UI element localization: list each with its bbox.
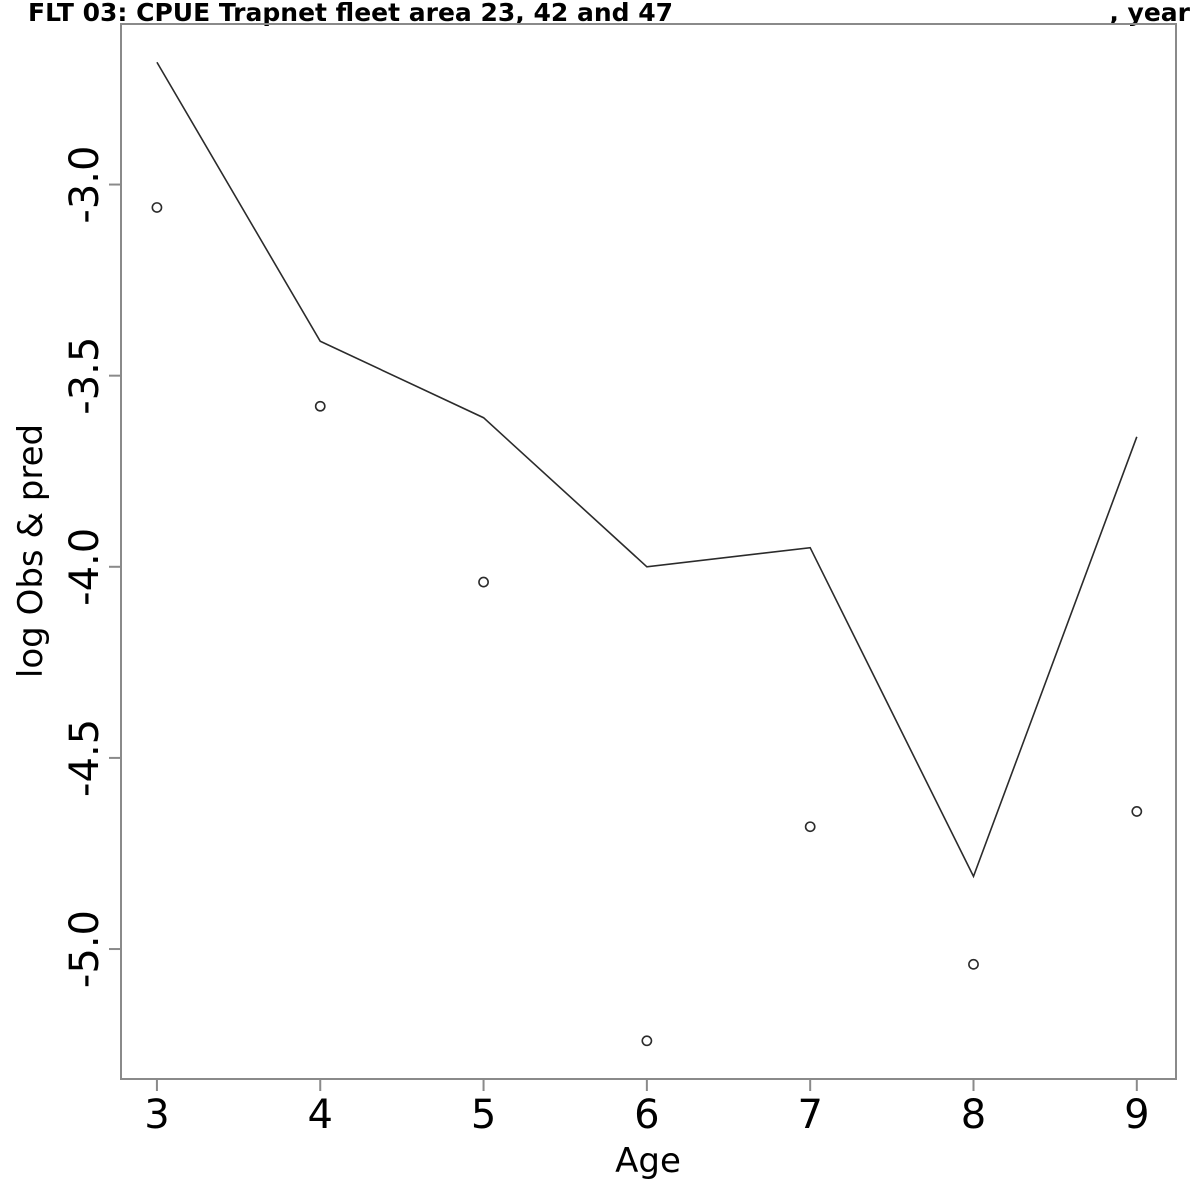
observed-points-series	[151, 202, 1143, 1047]
x-tick-label: 7	[797, 1092, 822, 1138]
y-tick-label: -3.5	[62, 337, 108, 415]
chart-title: FLT 03: CPUE Trapnet fleet area 23, 42 a…	[28, 0, 673, 27]
observed-point-marker	[804, 821, 816, 833]
x-tick-label: 6	[634, 1092, 659, 1138]
observed-point-marker	[151, 202, 163, 213]
observed-point-marker	[641, 1035, 653, 1047]
x-tick-label: 4	[308, 1092, 333, 1138]
y-axis-ticks: -3.0 -3.5 -4.0 -4.5 -5.0	[62, 146, 121, 988]
y-tick-label: -5.0	[62, 910, 108, 988]
x-tick-label: 3	[144, 1092, 169, 1138]
observed-point-marker	[1131, 806, 1143, 817]
plot-frame	[120, 23, 1177, 1080]
y-axis-label: log Obs & pred	[11, 424, 51, 678]
x-tick-label: 9	[1124, 1092, 1149, 1138]
y-tick-label: -4.5	[62, 719, 108, 797]
observed-point-marker	[478, 576, 489, 588]
x-axis-label: Age	[615, 1141, 681, 1181]
chart-title-year-suffix: , year	[1109, 0, 1190, 27]
y-tick-label: -3.0	[62, 146, 108, 224]
predicted-line-series	[156, 61, 1138, 879]
observed-point-marker	[314, 400, 326, 412]
x-axis-ticks: 3 4 5 6 7 8 9	[144, 1079, 1150, 1138]
observed-point-marker	[968, 958, 979, 970]
data-series-layer	[151, 61, 1143, 1047]
y-tick-label: -4.0	[62, 528, 108, 606]
x-tick-label: 5	[471, 1092, 496, 1138]
x-tick-label: 8	[961, 1092, 986, 1138]
